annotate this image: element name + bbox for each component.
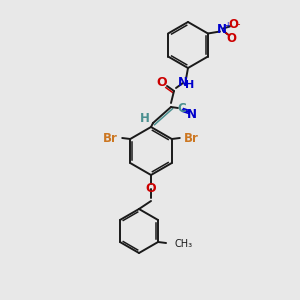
Text: N: N (217, 23, 227, 36)
Text: O: O (157, 76, 167, 89)
Text: H: H (185, 80, 195, 90)
Text: C: C (178, 103, 186, 116)
Text: H: H (140, 112, 150, 125)
Text: O: O (146, 182, 156, 194)
Text: CH₃: CH₃ (174, 239, 192, 249)
Text: O: O (228, 18, 238, 31)
Text: N: N (187, 107, 197, 121)
Text: Br: Br (184, 131, 199, 145)
Text: N: N (178, 76, 188, 88)
Text: +: + (224, 22, 231, 31)
Text: Br: Br (103, 131, 118, 145)
Text: -: - (236, 20, 240, 29)
Text: O: O (226, 32, 236, 45)
